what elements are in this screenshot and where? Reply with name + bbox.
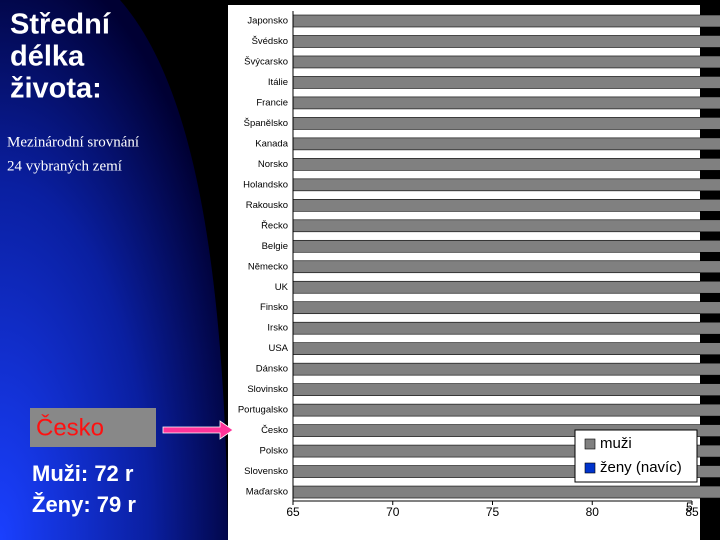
bar-segment	[292, 260, 720, 274]
category-label: Itálie	[268, 77, 288, 88]
blue-shape	[0, 0, 228, 540]
category-label: Irsko	[267, 323, 288, 334]
category-label: Slovensko	[244, 466, 288, 477]
bar-segment	[292, 14, 720, 28]
bar-segment	[292, 362, 720, 376]
bar-segment	[292, 301, 720, 315]
arrow	[162, 420, 234, 440]
category-label: Dánsko	[256, 364, 288, 375]
bar-segment	[292, 35, 720, 48]
bar-segment	[292, 219, 720, 233]
bar-segment	[292, 321, 720, 335]
bar-segment	[292, 383, 720, 396]
subtitle: Mezinárodní srovnání	[7, 134, 139, 150]
category-label: Norsko	[258, 159, 288, 170]
category-label: Rakousko	[246, 200, 288, 211]
bar-segment	[292, 158, 720, 171]
bar-segment	[292, 117, 720, 130]
category-label: Švédsko	[252, 36, 288, 47]
category-label: Česko	[261, 425, 288, 436]
x-tick-label: 80	[586, 505, 600, 519]
category-label: Francie	[256, 97, 288, 108]
category-label: Švýcarsko	[244, 56, 288, 67]
legend-swatch	[584, 438, 596, 450]
bar-segment	[292, 280, 720, 294]
bar-segment	[292, 55, 720, 69]
category-label: Německo	[248, 261, 288, 272]
summary: Muži: 72 r	[32, 461, 134, 486]
category-label: Kanada	[255, 138, 288, 149]
legend-box	[574, 429, 698, 483]
summary: Ženy: 79 r	[32, 492, 136, 517]
bar-segment	[292, 178, 720, 192]
legend-label: ženy (navíc)	[600, 459, 682, 476]
heading: délka	[10, 41, 85, 73]
category-label: Holandsko	[243, 179, 288, 190]
category-label: Polsko	[259, 446, 288, 457]
bar-segment	[292, 403, 720, 417]
category-label: Finsko	[260, 302, 288, 313]
bar-segment	[292, 199, 720, 212]
highlight: Česko	[36, 413, 104, 441]
category-label: Japonsko	[247, 16, 288, 27]
legend-swatch	[584, 462, 596, 474]
category-label: Portugalsko	[238, 405, 288, 416]
category-label: Řecko	[261, 220, 288, 231]
x-tick-label: 75	[486, 505, 500, 519]
category-label: Španělsko	[244, 118, 288, 129]
bar-segment	[292, 239, 720, 253]
x-tick-label: 70	[386, 505, 400, 519]
category-label: Belgie	[262, 241, 288, 252]
category-label: Maďarsko	[246, 487, 288, 498]
bar-segment	[292, 342, 720, 355]
legend-label: muži	[600, 435, 632, 452]
category-label: Slovinsko	[247, 384, 288, 395]
highlight-box	[30, 408, 156, 447]
subtitle: 24 vybraných zemí	[7, 158, 122, 174]
heading: života:	[10, 73, 102, 105]
bar-segment	[292, 137, 720, 151]
heading: Střední	[10, 9, 111, 41]
slide-number: 5	[686, 500, 693, 514]
bar-segment	[292, 76, 720, 89]
x-tick-label: 65	[286, 505, 300, 519]
category-label: UK	[275, 282, 289, 293]
bar-segment	[292, 485, 720, 499]
category-label: USA	[268, 343, 288, 354]
x-tick-label: 85	[685, 505, 699, 519]
bar-segment	[292, 96, 720, 110]
